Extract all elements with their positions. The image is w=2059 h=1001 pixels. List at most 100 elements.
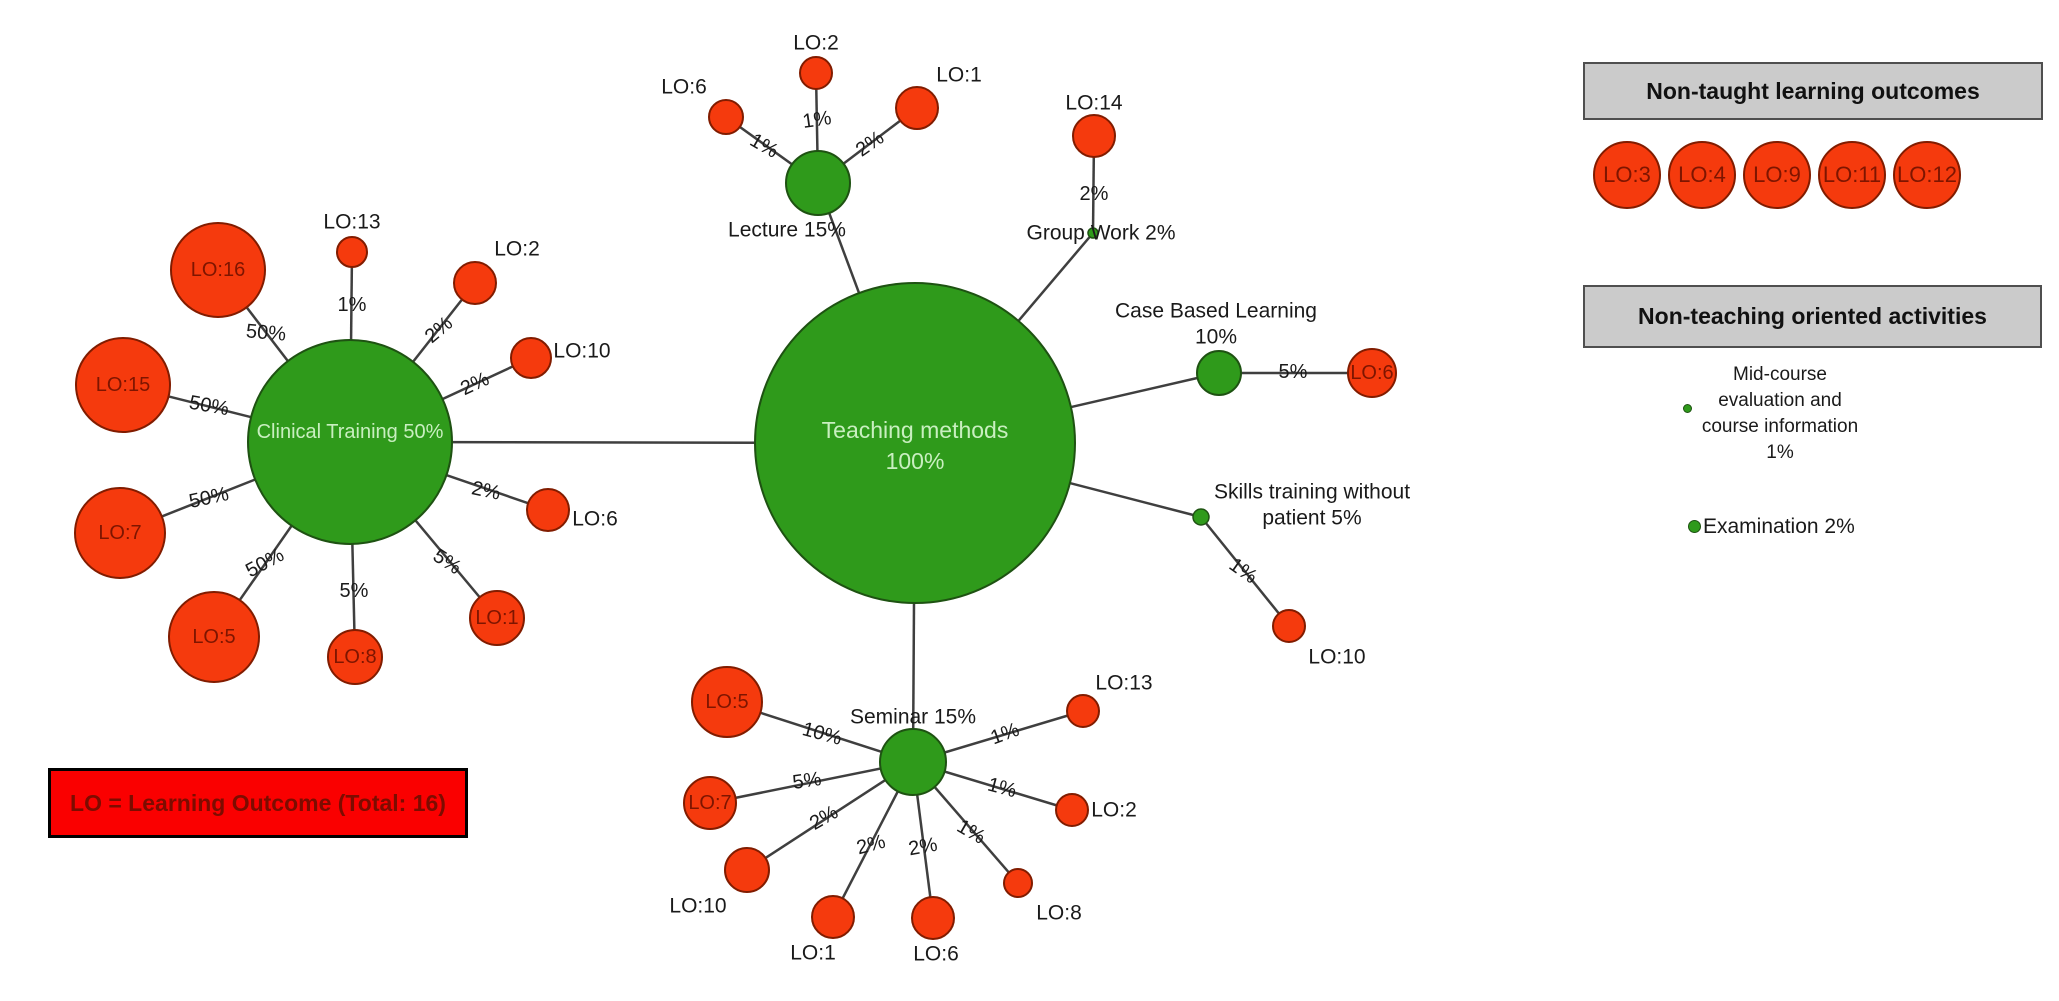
edge-label-groupwork-lo14: 2%: [1080, 183, 1109, 205]
edge-label-seminar-sem_lo6: 2%: [907, 834, 940, 861]
label-cl_lo6: LO:6: [572, 508, 618, 531]
non-teaching-panel-header: Non-teaching oriented activities: [1583, 285, 2042, 348]
edge-label-seminar-sem_lo7: 5%: [791, 768, 823, 794]
edge-seminar-sem_lo7: [709, 760, 914, 805]
label-cbl: Case Based Learning: [1115, 300, 1317, 323]
node-sem_lo6: [911, 896, 955, 940]
node-cbl: [1196, 350, 1242, 396]
label-teaching-1: 100%: [886, 448, 945, 474]
non-taught-circle-lo9: LO:9: [1743, 141, 1811, 209]
node-cl_lo13: [336, 236, 368, 268]
edge-label-seminar-sem_lo10: 2%: [806, 801, 842, 835]
edge-label-clinical-cl_lo7: 50%: [187, 483, 231, 513]
node-lec_lo6: [708, 99, 744, 135]
examination-label: Examination 2%: [1703, 515, 1855, 538]
label-sem_lo10: LO:10: [669, 895, 726, 918]
label-lecture: Lecture 15%: [728, 219, 846, 242]
label-groupwork: Group Work 2%: [1027, 222, 1176, 245]
label-sem_lo5: LO:5: [705, 691, 748, 713]
label-lo6_cbl: LO:6: [1350, 362, 1393, 384]
non-taught-circle-lo12: LO:12: [1893, 141, 1961, 209]
node-teaching: [754, 282, 1076, 604]
node-lo6_cbl: [1347, 348, 1397, 398]
label-sem_lo13: LO:13: [1095, 672, 1152, 695]
node-cl_lo7: [74, 487, 166, 579]
non-taught-circles: LO:3 LO:4 LO:9 LO:11 LO:12: [1593, 141, 1961, 209]
label-sem_lo8: LO:8: [1036, 902, 1082, 925]
label-lec_lo6: LO:6: [661, 76, 707, 99]
node-cl_lo8: [327, 629, 383, 685]
edge-skills-lo10_sk: [1200, 516, 1290, 627]
label-lo10_sk: LO:10: [1308, 646, 1365, 669]
edge-label-clinical-cl_lo8: 5%: [340, 580, 369, 602]
label-seminar: Seminar 15%: [850, 706, 976, 729]
non-taught-circle-lo3: LO:3: [1593, 141, 1661, 209]
label-cbl-1: 10%: [1195, 326, 1237, 349]
edge-label-clinical-cl_lo13: 1%: [338, 294, 367, 316]
label-cl_lo16: LO:16: [191, 259, 245, 281]
node-sem_lo10: [724, 847, 770, 893]
node-sem_lo5: [691, 666, 763, 738]
edge-label-clinical-cl_lo15: 50%: [187, 392, 230, 421]
node-clinical: [247, 339, 453, 545]
label-lec_lo2: LO:2: [793, 32, 839, 55]
node-skills: [1192, 508, 1210, 526]
label-skills: Skills training without: [1214, 481, 1410, 504]
label-lo14: LO:14: [1065, 92, 1123, 115]
node-sem_lo13: [1066, 694, 1100, 728]
node-sem_lo1: [811, 895, 855, 939]
node-cl_lo1: [469, 590, 525, 646]
edge-label-clinical-cl_lo5: 50%: [242, 544, 288, 582]
non-taught-circle-lo11: LO:11: [1818, 141, 1886, 209]
edge-label-lecture-lec_lo2: 1%: [801, 107, 833, 133]
label-teaching: Teaching methods: [822, 417, 1009, 443]
label-cl_lo1: LO:1: [475, 607, 518, 629]
node-cl_lo5: [168, 591, 260, 683]
edge-label-seminar-sem_lo2: 1%: [985, 774, 1019, 803]
label-sem_lo1: LO:1: [790, 942, 836, 965]
label-cl_lo7: LO:7: [98, 522, 141, 544]
edge-label-seminar-sem_lo13: 1%: [988, 719, 1023, 750]
label-cl_lo10: LO:10: [553, 340, 610, 363]
node-lec_lo2: [799, 56, 833, 90]
edge-label-lecture-lec_lo1: 2%: [852, 127, 888, 162]
non-taught-panel-header: Non-taught learning outcomes: [1583, 62, 2043, 120]
node-lecture: [785, 150, 851, 216]
edge-label-clinical-cl_lo16: 50%: [245, 320, 287, 345]
node-seminar: [879, 728, 947, 796]
edge-label-clinical-cl_lo6: 2%: [470, 477, 503, 505]
node-cl_lo10: [510, 337, 552, 379]
legend-box: LO = Learning Outcome (Total: 16): [48, 768, 468, 838]
edge-label-cbl-lo6_cbl: 5%: [1279, 361, 1308, 383]
examination-dot-icon: [1688, 520, 1701, 533]
label-cl_lo2: LO:2: [494, 238, 540, 261]
label-sem_lo7: LO:7: [688, 792, 731, 814]
node-groupwork: [1087, 227, 1099, 239]
node-cl_lo16: [170, 222, 266, 318]
edge-label-seminar-sem_lo5: 10%: [800, 718, 845, 750]
non-taught-circle-lo4: LO:4: [1668, 141, 1736, 209]
label-clinical: Clinical Training 50%: [257, 421, 444, 443]
edge-label-clinical-cl_lo10: 2%: [457, 368, 493, 400]
node-sem_lo8: [1003, 868, 1033, 898]
edge-label-clinical-cl_lo2: 2%: [421, 312, 457, 348]
label-skills-1: patient 5%: [1262, 507, 1361, 530]
mid-course-evaluation-label: Mid-course evaluation and course informa…: [1701, 364, 1859, 463]
node-cl_lo15: [75, 337, 171, 433]
label-sem_lo2: LO:2: [1091, 799, 1137, 822]
edge-label-seminar-sem_lo1: 2%: [854, 831, 888, 860]
label-cl_lo15: LO:15: [96, 374, 150, 396]
node-lec_lo1: [895, 86, 939, 130]
label-cl_lo13: LO:13: [323, 211, 380, 234]
node-cl_lo6: [526, 488, 570, 532]
node-lo10_sk: [1272, 609, 1306, 643]
mid-course-dot-icon: [1683, 404, 1692, 413]
label-cl_lo8: LO:8: [333, 646, 376, 668]
node-sem_lo7: [683, 776, 737, 830]
label-lec_lo1: LO:1: [936, 64, 982, 87]
label-cl_lo5: LO:5: [192, 626, 235, 648]
label-sem_lo6: LO:6: [913, 943, 959, 966]
node-lo14: [1072, 114, 1116, 158]
